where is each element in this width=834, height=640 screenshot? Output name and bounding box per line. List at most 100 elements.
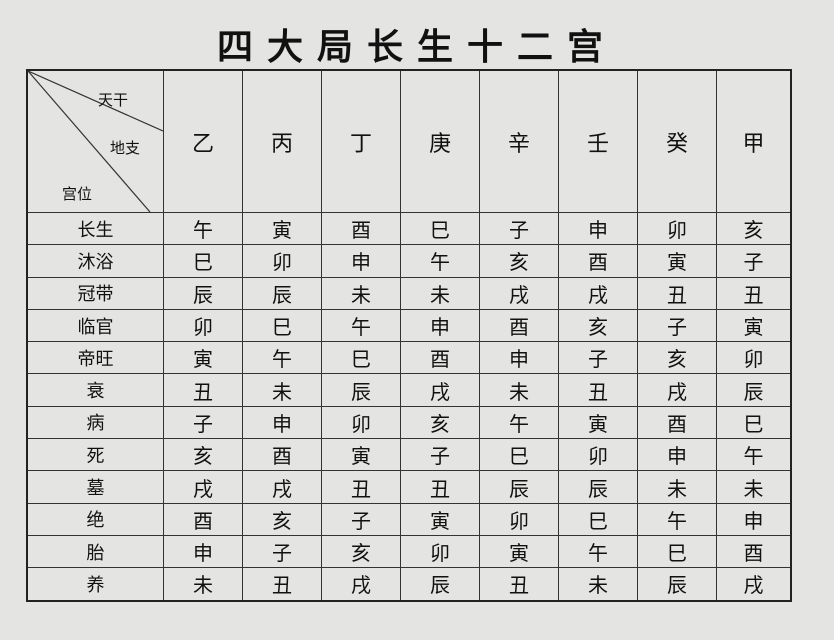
table-cell: 未: [400, 276, 480, 310]
table-cell: 子: [716, 244, 792, 278]
row-label: 衰: [26, 373, 164, 407]
row-label: 长生: [26, 211, 164, 246]
row-label: 绝: [26, 502, 164, 536]
row-label: 养: [26, 567, 164, 602]
table-cell: 辰: [637, 567, 717, 602]
table-cell: 戌: [716, 567, 792, 602]
table-cell: 巳: [321, 341, 401, 375]
table-cell: 亥: [558, 308, 638, 343]
table-cell: 未: [558, 567, 638, 602]
table-cell: 午: [242, 341, 322, 375]
table-cell: 子: [558, 341, 638, 375]
table-cell: 巳: [558, 502, 638, 536]
table-cell: 申: [242, 405, 322, 440]
table-cell: 卯: [242, 244, 322, 278]
table-cell: 亥: [163, 438, 243, 472]
corner-label-gongwei: 宫位: [62, 185, 93, 203]
table-cell: 酉: [321, 211, 401, 246]
table-cell: 寅: [716, 308, 792, 343]
table-cell: 卯: [321, 405, 401, 440]
table-cell: 午: [637, 502, 717, 536]
table-cell: 申: [558, 211, 638, 246]
corner-label-tiangan: 天干: [98, 91, 129, 109]
table-cell: 申: [637, 438, 717, 472]
table-cell: 子: [242, 534, 322, 569]
table-cell: 亥: [400, 405, 480, 440]
table-cell: 巳: [242, 308, 322, 343]
column-header: 丙: [242, 69, 322, 213]
table-cell: 丑: [558, 373, 638, 407]
table-cell: 亥: [637, 341, 717, 375]
table-cell: 巳: [716, 405, 792, 440]
changsheng-table: 天干 地支 宫位 乙 丙 丁 庚 辛 壬 癸 甲 长生午寅酉巳子申卯亥沐浴巳卯申…: [26, 69, 792, 602]
table-row: 养未丑戌辰丑未辰戌: [26, 567, 792, 602]
header-row: 天干 地支 宫位 乙 丙 丁 庚 辛 壬 癸 甲: [26, 69, 792, 213]
row-label: 死: [26, 438, 164, 472]
table-cell: 寅: [637, 244, 717, 278]
table-cell: 申: [479, 341, 559, 375]
table-cell: 寅: [400, 502, 480, 536]
corner-label-dizhi: 地支: [110, 139, 141, 157]
table-cell: 午: [321, 308, 401, 343]
table-cell: 巳: [163, 244, 243, 278]
table-cell: 子: [400, 438, 480, 472]
table-cell: 申: [321, 244, 401, 278]
table-cell: 戌: [321, 567, 401, 602]
table-row: 临官卯巳午申酉亥子寅: [26, 308, 792, 343]
table-cell: 酉: [400, 341, 480, 375]
corner-cell: 天干 地支 宫位: [26, 69, 164, 213]
column-header: 壬: [558, 69, 638, 213]
table-row: 沐浴巳卯申午亥酉寅子: [26, 244, 792, 278]
row-label: 墓: [26, 470, 164, 504]
row-label: 沐浴: [26, 244, 164, 278]
table-cell: 卯: [637, 211, 717, 246]
table-cell: 未: [321, 276, 401, 310]
table-cell: 寅: [321, 438, 401, 472]
table-row: 病子申卯亥午寅酉巳: [26, 405, 792, 440]
table-cell: 戌: [242, 470, 322, 504]
row-label: 临官: [26, 308, 164, 343]
table-row: 墓戌戌丑丑辰辰未未: [26, 470, 792, 504]
table-cell: 申: [716, 502, 792, 536]
table-cell: 午: [716, 438, 792, 472]
table-cell: 寅: [558, 405, 638, 440]
table-cell: 丑: [716, 276, 792, 310]
table-cell: 卯: [400, 534, 480, 569]
table-cell: 辰: [321, 373, 401, 407]
row-label: 胎: [26, 534, 164, 569]
table-cell: 申: [163, 534, 243, 569]
table-cell: 辰: [558, 470, 638, 504]
table-cell: 卯: [716, 341, 792, 375]
table-cell: 巳: [637, 534, 717, 569]
table-cell: 丑: [163, 373, 243, 407]
table-cell: 辰: [242, 276, 322, 310]
table-cell: 酉: [716, 534, 792, 569]
table-row: 冠带辰辰未未戌戌丑丑: [26, 276, 792, 310]
table-cell: 辰: [163, 276, 243, 310]
table-cell: 巳: [479, 438, 559, 472]
table-cell: 寅: [242, 211, 322, 246]
table-row: 死亥酉寅子巳卯申午: [26, 438, 792, 472]
row-label: 帝旺: [26, 341, 164, 375]
table-cell: 戌: [558, 276, 638, 310]
table-cell: 戌: [163, 470, 243, 504]
column-header: 辛: [479, 69, 559, 213]
table-cell: 午: [479, 405, 559, 440]
table-cell: 亥: [716, 211, 792, 246]
table-cell: 午: [400, 244, 480, 278]
table-cell: 戌: [479, 276, 559, 310]
table-cell: 亥: [479, 244, 559, 278]
table-cell: 丑: [637, 276, 717, 310]
table-cell: 丑: [479, 567, 559, 602]
table-cell: 寅: [479, 534, 559, 569]
table-row: 绝酉亥子寅卯巳午申: [26, 502, 792, 536]
column-header: 乙: [163, 69, 243, 213]
row-label: 病: [26, 405, 164, 440]
table-cell: 子: [479, 211, 559, 246]
row-label: 冠带: [26, 276, 164, 310]
table-cell: 丑: [242, 567, 322, 602]
table-cell: 卯: [558, 438, 638, 472]
table-cell: 卯: [163, 308, 243, 343]
table-cell: 丑: [400, 470, 480, 504]
table-cell: 辰: [716, 373, 792, 407]
